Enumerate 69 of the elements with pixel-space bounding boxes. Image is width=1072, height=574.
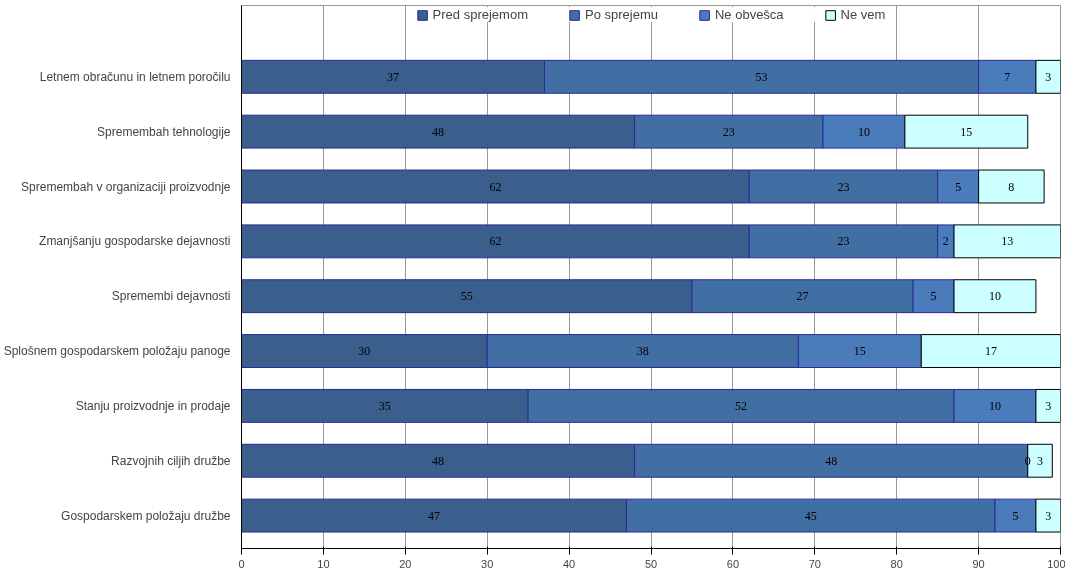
x-tick-label: 40: [562, 557, 576, 570]
data-label: 3: [1045, 508, 1052, 523]
data-label: 53: [755, 69, 768, 84]
bar: [1027, 443, 1053, 478]
y-tick-label: Spremembah tehnologije: [97, 124, 231, 139]
x-tick-label: 30: [481, 557, 494, 570]
legend-label: Ne vem: [840, 7, 886, 22]
data-label: 62: [489, 234, 502, 249]
bar: [953, 224, 1061, 259]
data-label: 47: [427, 508, 440, 523]
legend-label: Pred sprejemom: [432, 7, 528, 22]
x-tick-label: 100: [1047, 557, 1066, 570]
y-tick-label: Spremembi dejavnosti: [111, 289, 231, 304]
data-label: 5: [1012, 508, 1019, 523]
bar: [978, 169, 1045, 204]
y-tick-label: Razvojnih ciljih družbe: [111, 453, 231, 468]
data-label: 10: [857, 124, 870, 139]
data-label: 5: [930, 289, 937, 304]
data-label: 10: [988, 289, 1001, 304]
data-label: 17: [984, 344, 997, 359]
data-label: 23: [722, 124, 735, 139]
x-tick-label: 60: [726, 557, 740, 570]
data-label: 23: [837, 234, 850, 249]
bar: [1035, 59, 1061, 94]
data-label: 7: [1004, 69, 1011, 84]
data-label: 3: [1037, 453, 1044, 468]
x-tick-label: 80: [890, 557, 903, 570]
data-label: 23: [837, 179, 850, 194]
data-label: 48: [825, 453, 838, 468]
y-tick-label: Letnem obračunu in letnem poročilu: [39, 69, 231, 84]
data-label: 30: [358, 344, 371, 359]
y-tick-label: Gospodarskem položaju družbe: [61, 508, 231, 523]
legend-label: Po sprejemu: [584, 7, 658, 22]
y-tick-label: Zmanjšanju gospodarske dejavnosti: [39, 234, 231, 249]
data-label: 62: [489, 179, 502, 194]
bar: [1035, 388, 1061, 423]
y-tick-label: Stanju proizvodnje in prodaje: [75, 398, 231, 413]
data-label: 3: [1045, 69, 1052, 84]
data-label: 15: [960, 124, 973, 139]
x-tick-label: 90: [972, 557, 985, 570]
data-label: 0: [1024, 453, 1031, 468]
data-label: 10: [988, 398, 1001, 413]
bar: [953, 279, 1037, 314]
bar: [1035, 498, 1061, 533]
data-label: 15: [853, 344, 866, 359]
data-label: 48: [432, 453, 445, 468]
data-label: 37: [387, 69, 400, 84]
data-label: 2: [942, 234, 949, 249]
data-label: 5: [955, 179, 962, 194]
data-label: 3: [1045, 398, 1052, 413]
bar: [904, 114, 1029, 149]
x-tick-label: 0: [238, 557, 245, 570]
x-tick-label: 20: [399, 557, 412, 570]
data-label: 8: [1008, 179, 1015, 194]
x-tick-label: 10: [317, 557, 330, 570]
data-label: 38: [636, 344, 649, 359]
y-tick-label: Splošnem gospodarskem položaju panoge: [3, 344, 231, 359]
legend-label: Ne obvešca: [714, 7, 784, 22]
y-tick-label: Spremembah v organizaciji proizvodnje: [21, 179, 231, 194]
data-label: 35: [378, 398, 391, 413]
x-tick-label: 70: [808, 557, 821, 570]
data-label: 13: [1001, 234, 1014, 249]
bar: [920, 334, 1061, 368]
data-label: 52: [735, 398, 748, 413]
data-label: 48: [432, 124, 445, 139]
data-label: 45: [804, 508, 817, 523]
data-label: 55: [460, 289, 473, 304]
data-label: 27: [796, 289, 809, 304]
x-tick-label: 50: [644, 557, 658, 570]
